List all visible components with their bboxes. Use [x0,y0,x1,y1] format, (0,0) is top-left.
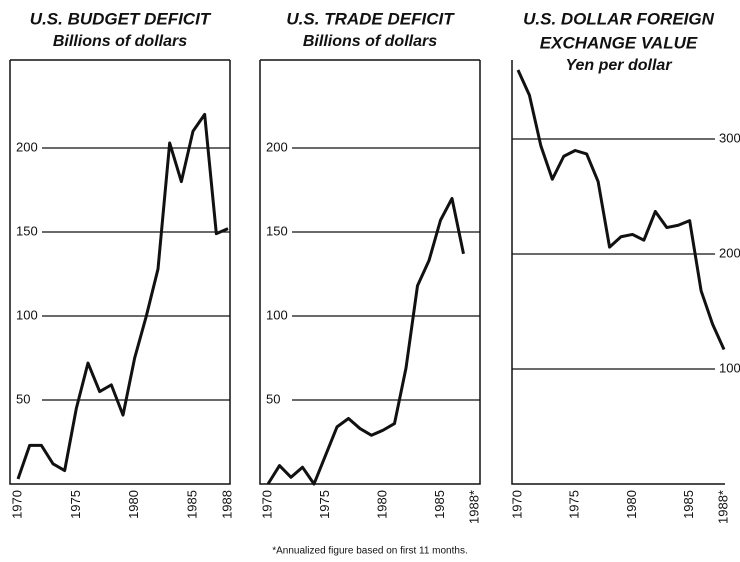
x-tick-label: 1985 [184,490,199,519]
x-tick-label: 1970 [9,490,24,519]
y-tick-label: 100 [16,307,38,322]
data-line [516,69,726,351]
x-tick-label: 1988 [219,490,234,519]
x-tick-label: 1975 [68,490,83,519]
y-tick-label: 100 [719,360,740,375]
frame [511,60,725,485]
chart-subtitle: Billions of dollars [53,33,187,50]
y-tick-label: 100 [266,307,288,322]
y-tick-label: 150 [16,223,38,238]
x-tick-label: 1985 [681,490,696,519]
x-tick-label: 1970 [509,490,524,519]
chart-title: U.S. TRADE DEFICIT [286,9,455,28]
x-tick-label: 1988* [466,490,481,524]
footnote: *Annualized figure based on first 11 mon… [272,546,468,557]
x-tick-label: 1970 [259,490,274,519]
chart-subtitle: Yen per dollar [565,57,672,74]
frame [9,60,231,485]
x-tick-label: 1980 [126,490,141,519]
y-tick-label: 200 [266,139,288,154]
y-tick-label: 50 [16,391,30,406]
x-tick-label: 1985 [432,490,447,519]
data-line [16,112,229,480]
x-tick-label: 1975 [317,490,332,519]
x-tick-label: 1975 [567,490,582,519]
chart-title: EXCHANGE VALUE [540,33,698,52]
y-tick-label: 200 [16,139,38,154]
y-tick-label: 200 [719,245,740,260]
y-tick-label: 150 [266,223,288,238]
x-tick-label: 1980 [624,490,639,519]
frame [259,60,481,485]
x-tick-label: 1980 [374,490,389,519]
data-line [266,196,465,486]
chart-title: U.S. BUDGET DEFICIT [30,9,212,28]
chart-title: U.S. DOLLAR FOREIGN [523,9,715,28]
y-tick-label: 300 [719,130,740,145]
chart-subtitle: Billions of dollars [303,33,437,50]
y-tick-label: 50 [266,391,280,406]
x-tick-label: 1988* [715,490,730,524]
